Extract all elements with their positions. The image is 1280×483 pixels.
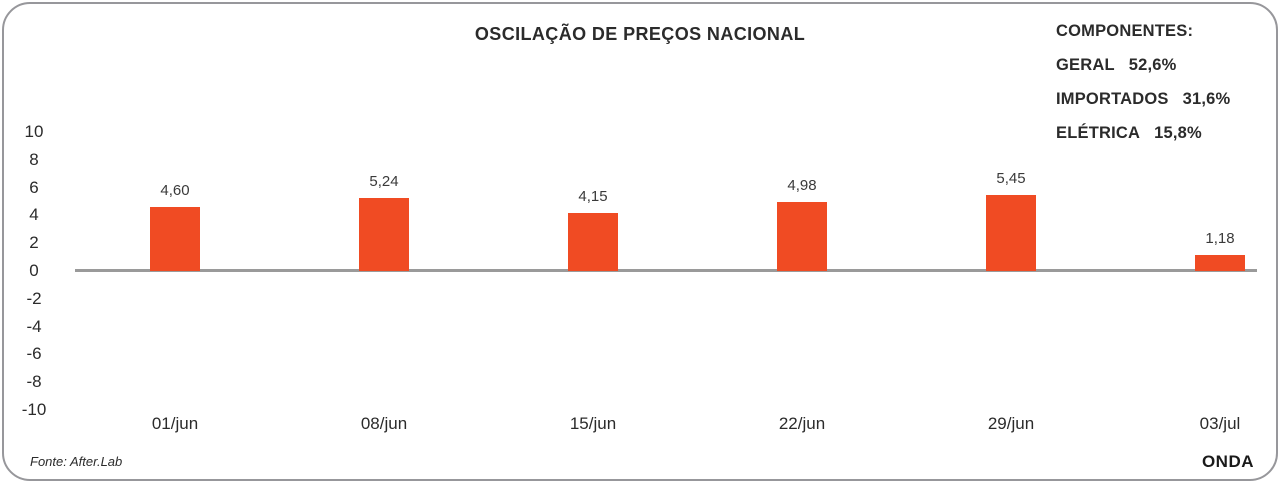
component-label: IMPORTADOS xyxy=(1056,90,1169,108)
zero-axis-line xyxy=(75,269,1257,272)
component-value: 31,6% xyxy=(1182,90,1231,108)
bar xyxy=(986,195,1036,271)
y-tick-label: -4 xyxy=(26,316,42,336)
components-legend: COMPONENTES: GERAL 52,6% IMPORTADOS 31,6% … xyxy=(1056,22,1230,158)
x-tick-label: 15/jun xyxy=(569,414,617,433)
component-value: 15,8% xyxy=(1154,124,1202,142)
y-tick-label: 6 xyxy=(29,177,39,197)
source-note: Fonte: After.Lab xyxy=(30,454,123,469)
y-tick-label: 8 xyxy=(29,149,39,169)
bar xyxy=(150,207,200,271)
x-tick-label: 03/jul xyxy=(1199,414,1241,433)
bar xyxy=(777,201,827,271)
brand-logo: ONDA xyxy=(1201,452,1254,471)
y-tick-label: 2 xyxy=(29,233,39,253)
y-tick-label: -2 xyxy=(26,288,42,308)
y-tick-label: -6 xyxy=(26,344,42,364)
components-heading: COMPONENTES: xyxy=(1056,22,1194,40)
x-tick-label: 29/jun xyxy=(987,414,1035,433)
y-tick-label: -8 xyxy=(26,372,42,392)
bar-value-label: 4,98 xyxy=(787,176,817,194)
bar-value-label: 5,45 xyxy=(996,170,1026,188)
bar xyxy=(1195,254,1245,271)
chart-title: OSCILAÇÃO DE PREÇOS NACIONAL xyxy=(474,24,806,44)
bar xyxy=(568,213,618,271)
component-label: GERAL xyxy=(1056,56,1115,74)
component-item: GERAL 52,6% xyxy=(1056,56,1230,75)
x-tick-label: 08/jun xyxy=(360,414,408,433)
component-item: IMPORTADOS 31,6% xyxy=(1056,90,1230,109)
y-tick-label: 0 xyxy=(29,261,39,280)
y-tick-label: 4 xyxy=(29,205,39,225)
y-tick-label: -10 xyxy=(21,400,47,419)
component-value: 52,6% xyxy=(1128,56,1177,74)
bar-value-label: 1,18 xyxy=(1205,229,1235,247)
bar xyxy=(359,198,409,271)
component-item: ELÉTRICA 15,8% xyxy=(1056,124,1230,143)
bar-value-label: 4,15 xyxy=(578,188,608,206)
x-tick-label: 01/jun xyxy=(151,414,199,433)
bar-value-label: 5,24 xyxy=(369,173,399,191)
y-tick-label: 10 xyxy=(24,122,44,141)
x-tick-label: 22/jun xyxy=(778,414,826,433)
component-label: ELÉTRICA xyxy=(1056,124,1141,142)
bar-value-label: 4,60 xyxy=(160,182,190,200)
